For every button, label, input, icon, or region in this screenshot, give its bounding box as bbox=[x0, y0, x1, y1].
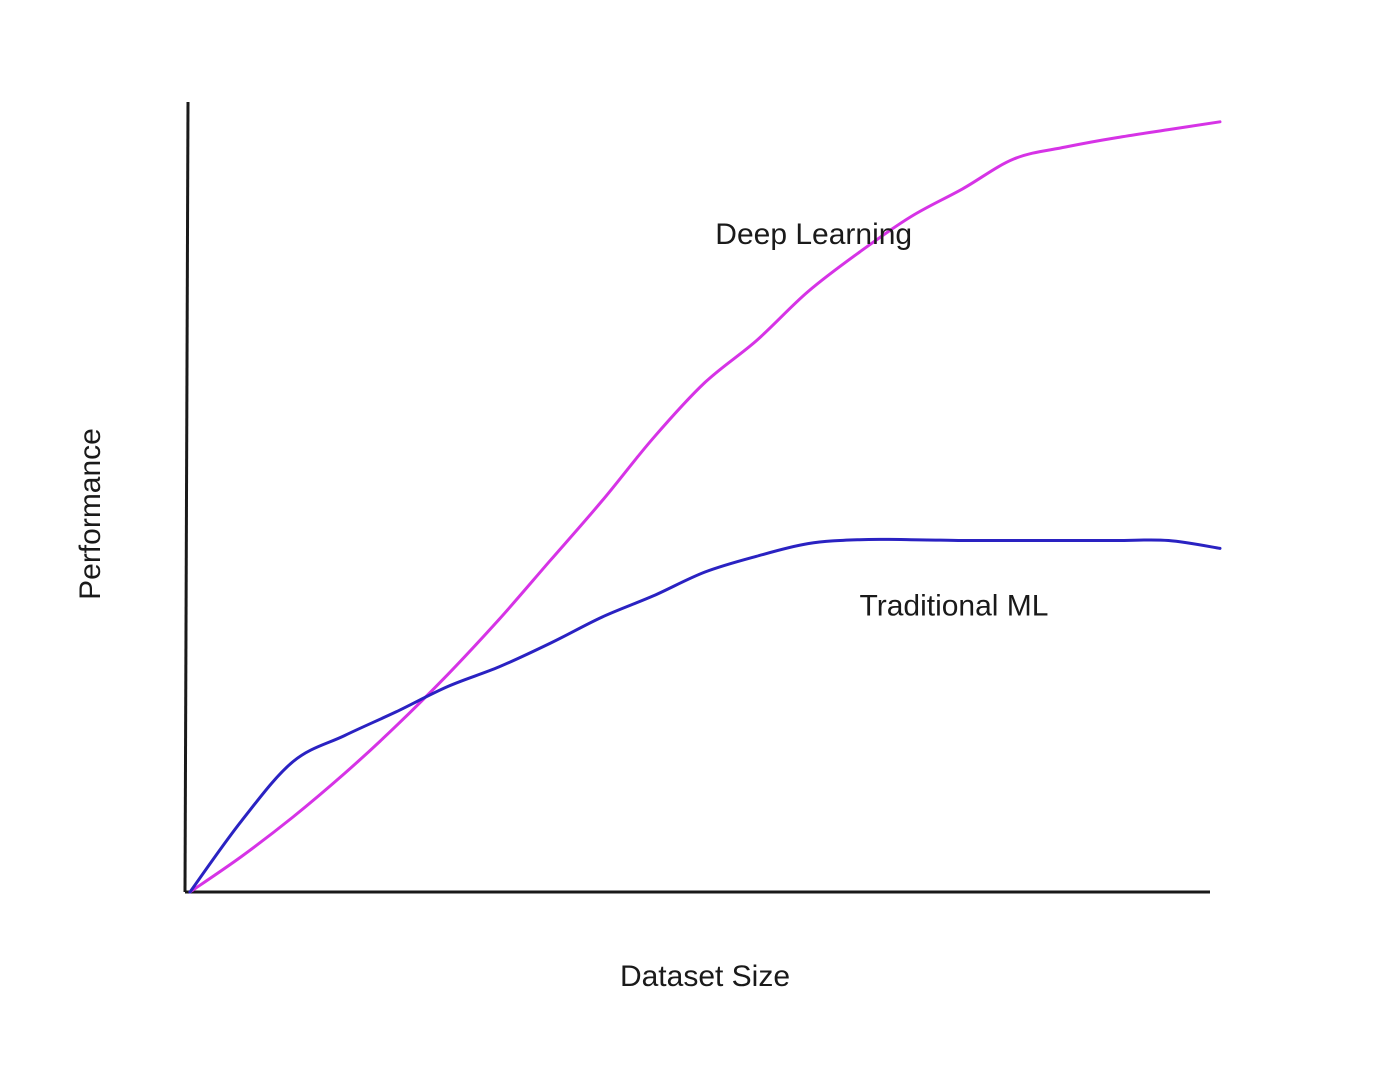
series-line-deep-learning bbox=[188, 120, 1222, 894]
y-axis-line bbox=[183, 101, 190, 893]
series-line-traditional-ml bbox=[188, 537, 1222, 894]
x-axis-label: Dataset Size bbox=[620, 960, 790, 993]
axes bbox=[183, 101, 1210, 894]
series-layer bbox=[188, 120, 1222, 894]
annotation-deep-learning: Deep Learning bbox=[715, 218, 912, 251]
annotation-traditional-ml: Traditional ML bbox=[860, 590, 1049, 623]
annotation-layer: Deep Learning Traditional ML bbox=[715, 218, 1048, 622]
y-axis-label: Performance bbox=[74, 428, 107, 600]
